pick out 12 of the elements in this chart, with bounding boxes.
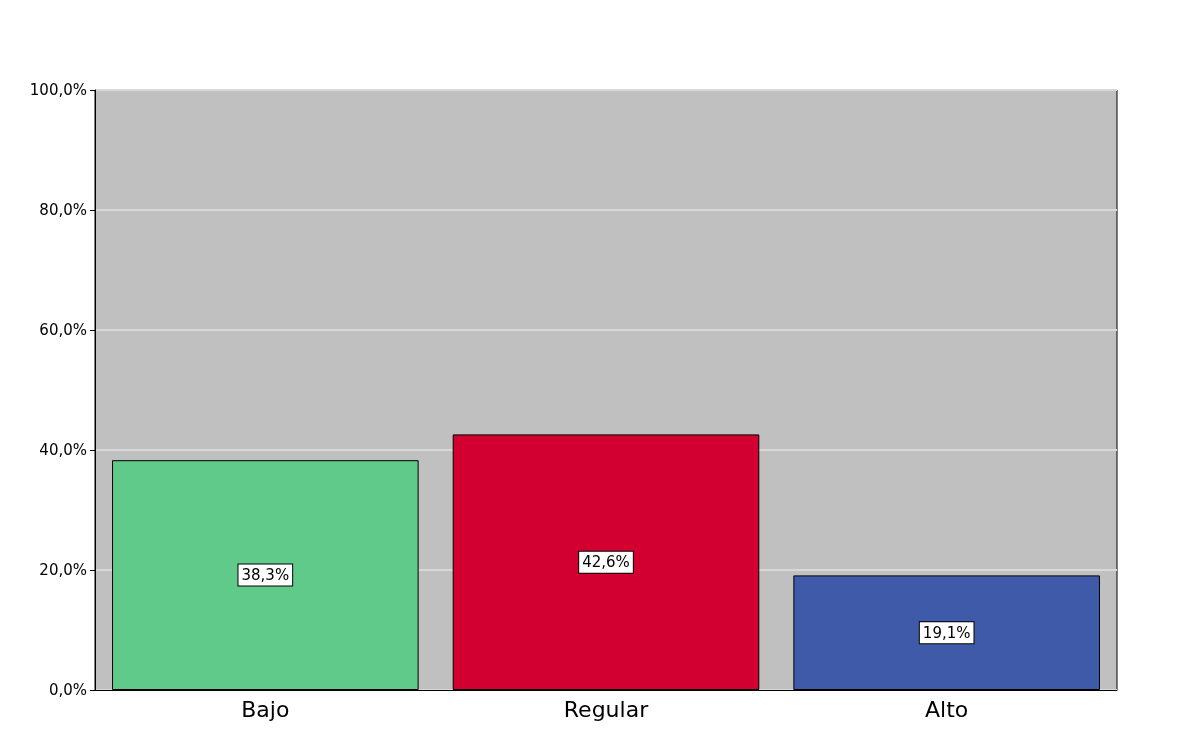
data-label: 19,1% — [922, 623, 971, 642]
x-tick-label: Regular — [563, 696, 650, 722]
y-tick-label: 60,0% — [39, 321, 87, 339]
y-tick-label: 20,0% — [39, 561, 87, 579]
x-tick-label: Alto — [925, 696, 969, 722]
data-label: 38,3% — [241, 566, 290, 585]
y-tick-label: 0,0% — [48, 681, 87, 699]
data-label: 42,6% — [582, 553, 630, 572]
x-tick-label: Bajo — [241, 696, 290, 722]
y-tick-label: 100,0% — [29, 81, 87, 99]
y-tick-label: 40,0% — [39, 441, 87, 459]
y-tick-label: 80,0% — [39, 201, 87, 219]
